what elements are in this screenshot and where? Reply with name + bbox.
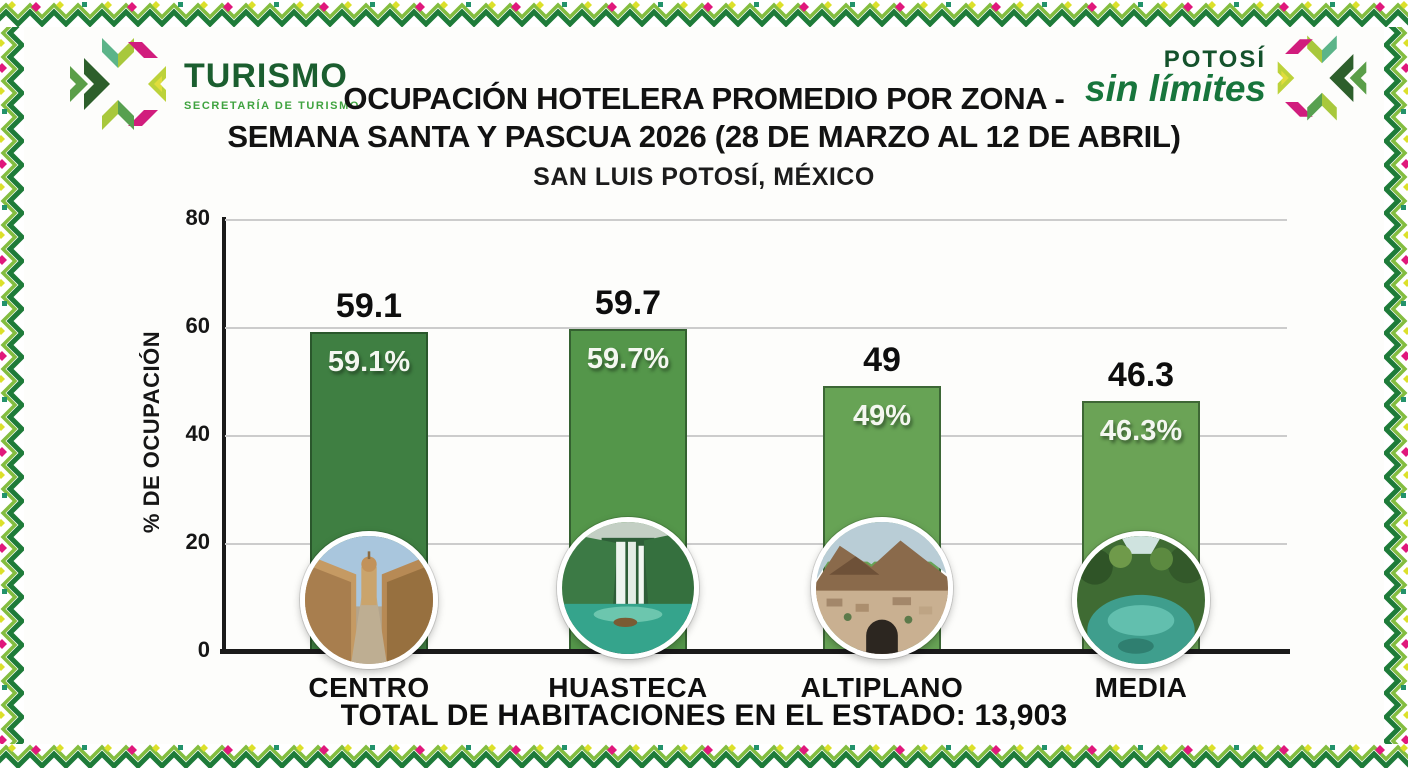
media-photo [1072,531,1210,669]
bar-value-huasteca: 59.7 [594,283,662,322]
pattern-border-left [0,27,24,744]
bar-percent-media: 46.3% [1099,414,1183,447]
gridline-40 [225,435,1287,437]
centro-photo [300,531,438,669]
bar-percent-huasteca: 59.7% [586,342,670,375]
title-block: OCUPACIÓN HOTELERA PROMEDIO POR ZONA - S… [194,80,1214,192]
bar-value-altiplano: 49 [863,341,901,380]
potosi-star-icon [1277,35,1367,121]
total-rooms-text: TOTAL DE HABITACIONES EN EL ESTADO: 13,9… [340,699,1068,732]
pattern-border-right [1384,27,1408,744]
chart-title-line1: OCUPACIÓN HOTELERA PROMEDIO POR ZONA - [343,81,1065,116]
category-altiplano: ALTIPLANO [800,672,964,703]
chart-subtitle: SAN LUIS POTOSÍ, MÉXICO [533,163,875,191]
bar-percent-altiplano: 49% [852,400,912,433]
category-media: MEDIA [1094,672,1188,703]
y-tick-20: 20 [185,529,210,554]
bar-percent-centro: 59.1% [327,345,411,378]
pattern-border-bottom [0,744,1408,768]
potosi-sin-limites-logo: POTOSÍ sin límites [1085,30,1370,126]
turismo-title: TURISMO [184,56,348,95]
x-axis-line [220,649,1290,654]
y-axis-line [222,217,226,654]
huasteca-photo [557,517,699,659]
bar-value-centro: 59.1 [335,286,403,325]
y-tick-80: 80 [185,205,210,230]
bar-value-media: 46.3 [1107,355,1175,394]
turismo-star-icon [70,38,166,130]
altiplano-photo [811,517,953,659]
y-tick-40: 40 [185,421,210,446]
gridline-80 [225,219,1287,221]
gridline-20 [225,543,1287,545]
potosi-wordmark: POTOSÍ [1163,46,1266,73]
gridline-60 [225,327,1287,329]
y-tick-60: 60 [185,313,210,338]
category-centro: CENTRO [308,672,430,703]
sin-limites-wordmark: sin límites [1085,68,1266,109]
turismo-logo: TURISMO SECRETARÍA DE TURISMO [66,32,360,136]
turismo-subtitle: SECRETARÍA DE TURISMO [184,99,360,112]
y-tick-0: 0 [197,637,210,662]
category-huasteca: HUASTECA [548,672,708,703]
pattern-border-top [0,0,1408,27]
chart-title-line2: SEMANA SANTA Y PASCUA 2026 (28 DE MARZO … [227,119,1181,154]
